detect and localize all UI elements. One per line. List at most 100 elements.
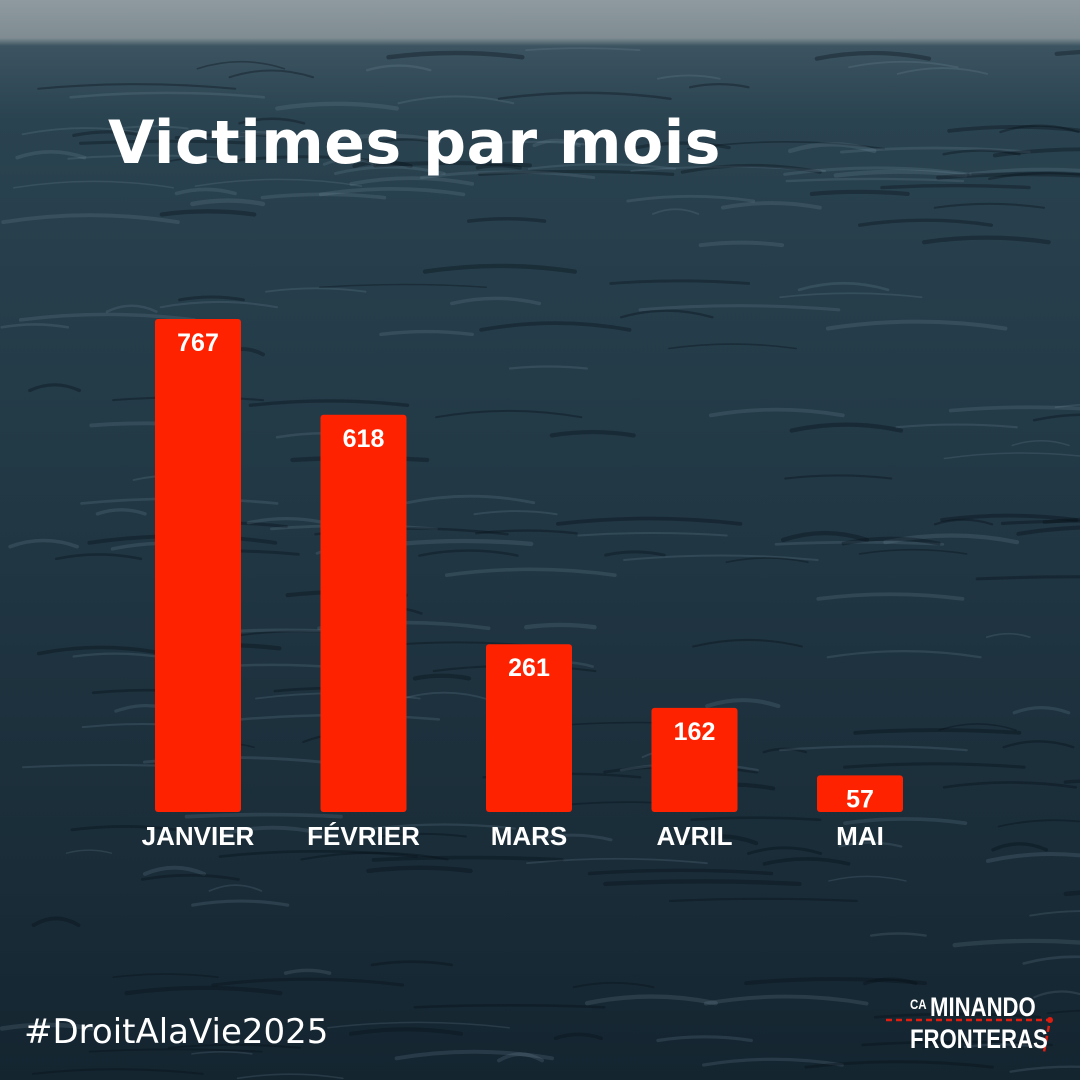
wave-ripple xyxy=(1012,705,1071,715)
wave-ripple xyxy=(220,155,387,164)
wave-ripple xyxy=(478,169,675,176)
wave-ripple xyxy=(943,452,1080,460)
wave-ripple xyxy=(947,124,1080,133)
wave-ripple xyxy=(1054,49,1080,57)
wave-ripple xyxy=(774,540,945,546)
wave-ripple xyxy=(969,167,1080,176)
category-label: MARS xyxy=(491,821,568,851)
bar-4 xyxy=(817,775,903,812)
bar-value-label: 57 xyxy=(846,785,874,813)
wave-ripple xyxy=(174,132,296,140)
bar-3 xyxy=(651,707,738,812)
wave-ripple xyxy=(527,163,677,170)
wave-ripple xyxy=(378,832,467,838)
wave-ripple xyxy=(690,816,822,822)
wave-ripple xyxy=(0,323,70,329)
wave-ripple xyxy=(228,69,315,79)
wave-ripple xyxy=(1,213,180,225)
wave-ripple xyxy=(985,632,1031,639)
wave-ripple xyxy=(572,981,655,989)
wave-ripple xyxy=(991,842,1049,852)
wave-ripple xyxy=(112,973,219,979)
wave-ripple xyxy=(223,825,323,836)
wave-ripple xyxy=(1011,440,1070,447)
wave-ripple xyxy=(698,240,785,248)
logo-prefix: CA xyxy=(910,996,927,1012)
wave-ripple xyxy=(683,834,759,846)
wave-ripple xyxy=(69,91,266,99)
wave-ripple xyxy=(333,165,446,175)
wave-ripple xyxy=(880,183,1031,190)
wave-ripple xyxy=(37,83,237,90)
wave-ripple xyxy=(814,50,932,61)
wave-ripple xyxy=(142,865,206,876)
wave-ripple xyxy=(809,189,910,196)
wave-ripple xyxy=(422,263,577,274)
wave-ripple xyxy=(379,329,474,337)
wave-ripple xyxy=(117,125,189,130)
wave-ripple xyxy=(780,530,870,543)
wave-ripple xyxy=(630,165,827,172)
wave-ripple xyxy=(638,304,841,312)
wave-ripple xyxy=(1029,910,1080,917)
category-label: FÉVRIER xyxy=(307,821,420,851)
wave-ripple xyxy=(922,235,1051,245)
wave-ripple xyxy=(373,160,532,168)
wave-ripple xyxy=(668,897,858,903)
wave-ripple xyxy=(191,899,290,907)
wave-ripple xyxy=(701,1057,844,1067)
wave-ripple xyxy=(524,622,597,630)
wave-ripple xyxy=(174,187,237,196)
wave-ripple xyxy=(826,650,982,659)
bar-value-label: 261 xyxy=(508,654,550,682)
wave-ripple xyxy=(379,138,436,144)
wave-ripple xyxy=(587,868,774,876)
wave-ripple xyxy=(797,281,890,292)
wave-ripple xyxy=(992,147,1080,158)
wave-ripple xyxy=(508,365,588,370)
wave-ripple xyxy=(686,140,886,150)
wave-ripple xyxy=(412,673,472,681)
wave-ripple xyxy=(405,494,536,505)
wave-ripple xyxy=(348,1027,464,1036)
wave-ripple xyxy=(208,884,263,892)
wave-ripple xyxy=(1032,413,1080,422)
wave-ripple xyxy=(54,553,143,561)
wave-ripple xyxy=(816,592,965,601)
bar-0 xyxy=(155,319,241,812)
wave-ripple xyxy=(703,994,869,1006)
wave-ripple xyxy=(858,548,968,555)
category-label: JANVIER xyxy=(142,821,255,851)
wave-ripple xyxy=(72,652,159,658)
wave-ripple xyxy=(779,745,968,752)
wave-ripple xyxy=(413,1004,606,1009)
wave-ripple xyxy=(692,638,803,648)
wave-ripple xyxy=(985,851,1080,863)
wave-ripple xyxy=(942,781,1077,789)
wave-ripple xyxy=(556,516,743,526)
wave-ripple xyxy=(1022,955,1080,965)
wave-ripple xyxy=(789,422,904,433)
wave-ripple xyxy=(857,218,994,227)
chart-title: Victimes par mois xyxy=(108,108,722,178)
wave-ripple xyxy=(526,857,708,865)
wave-ripple xyxy=(705,698,781,709)
wave-ripple xyxy=(779,292,923,299)
wave-ripple xyxy=(841,536,941,546)
wave-ripple xyxy=(65,849,113,854)
wave-ripple xyxy=(620,309,714,319)
wave-ripple xyxy=(839,146,1031,154)
wave-ripple xyxy=(371,855,564,862)
wave-ripple xyxy=(444,567,617,577)
wave-ripple xyxy=(283,968,332,975)
wave-ripple xyxy=(584,994,718,1006)
wave-ripple xyxy=(318,283,487,288)
bar-value-label: 767 xyxy=(177,329,219,357)
hashtag-text: #DroitAlaVie2025 xyxy=(24,1012,329,1052)
wave-ripple xyxy=(933,202,1046,209)
wave-ripple xyxy=(211,977,405,987)
wave-ripple xyxy=(825,319,1008,331)
wave-ripple xyxy=(921,1041,965,1050)
wave-ripple xyxy=(656,74,721,80)
